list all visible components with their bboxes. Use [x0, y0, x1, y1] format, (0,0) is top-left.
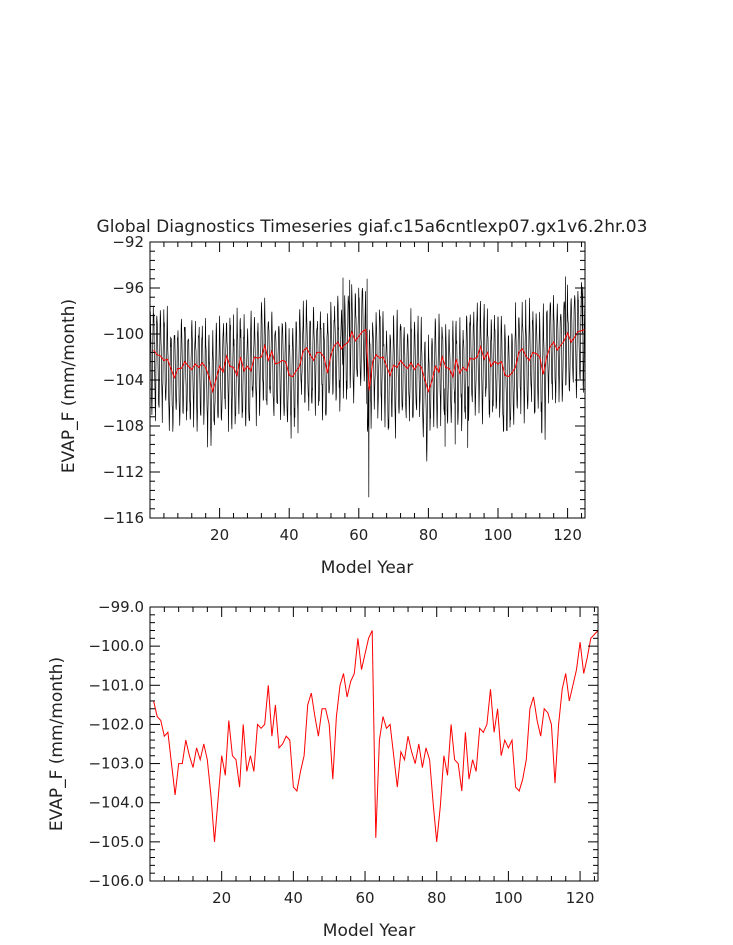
top-chart-y-tick-label: −108: [103, 417, 144, 435]
top-chart-y-axis-label: EVAP_F (mm/month): [59, 299, 79, 473]
bottom-chart-y-tick-label: −101.0: [88, 676, 144, 694]
top-chart-y-tick-label: −92: [112, 233, 144, 251]
bottom-chart-y-tick-label: −100.0: [88, 637, 144, 655]
top-chart-title: Global Diagnostics Timeseries giaf.c15a6…: [97, 217, 648, 237]
top-chart-x-tick-label: 60: [349, 526, 368, 544]
top-chart-x-tick-label: 80: [419, 526, 438, 544]
bottom-chart-plot-frame: [149, 606, 599, 882]
bottom-chart-y-tick-label: −99.0: [98, 598, 144, 616]
top-chart-annual-series-line: [153, 328, 586, 394]
top-chart-y-tick-label: −96: [112, 279, 144, 297]
bottom-chart-x-tick-label: 120: [566, 889, 595, 907]
top-chart-y-tick-label: −104: [103, 371, 144, 389]
bottom-chart-x-tick-label: 40: [284, 889, 303, 907]
bottom-chart-y-tick-label: −102.0: [88, 715, 144, 733]
bottom-chart-x-tick-label: 80: [427, 889, 446, 907]
bottom-chart-y-tick-label: −104.0: [88, 794, 144, 812]
top-chart-x-tick-label: 120: [553, 526, 582, 544]
bottom-chart-y-tick-label: −103.0: [88, 755, 144, 773]
bottom-chart-x-tick-label: 20: [212, 889, 231, 907]
top-chart-x-tick-label: 20: [210, 526, 229, 544]
bottom-chart-y-tick-label: −105.0: [88, 833, 144, 851]
bottom-chart-annual-series-line: [153, 630, 599, 842]
bottom-chart-x-axis-label: Model Year: [323, 921, 415, 941]
top-chart-y-tick-label: −116: [103, 509, 144, 527]
bottom-chart-y-axis-label: EVAP_F (mm/month): [47, 657, 67, 831]
top-chart-monthly-series-line: [149, 276, 586, 498]
top-chart-x-axis-label: Model Year: [321, 558, 413, 578]
top-chart-x-tick-label: 40: [280, 526, 299, 544]
bottom-chart-panel: 20 40 60 80 100 120 −106.0 −105.0 −104.0 −103.0 −1…: [47, 598, 599, 941]
bottom-chart-y-tick-label: −106.0: [88, 872, 144, 890]
top-chart-x-tick-label: 100: [484, 526, 513, 544]
top-chart-y-tick-label: −100: [103, 325, 144, 343]
bottom-chart-x-tick-label: 60: [355, 889, 374, 907]
top-chart-panel: Global Diagnostics Timeseries giaf.c15a6…: [59, 217, 647, 578]
top-chart-y-tick-label: −112: [103, 463, 144, 481]
bottom-chart-x-tick-label: 100: [494, 889, 523, 907]
